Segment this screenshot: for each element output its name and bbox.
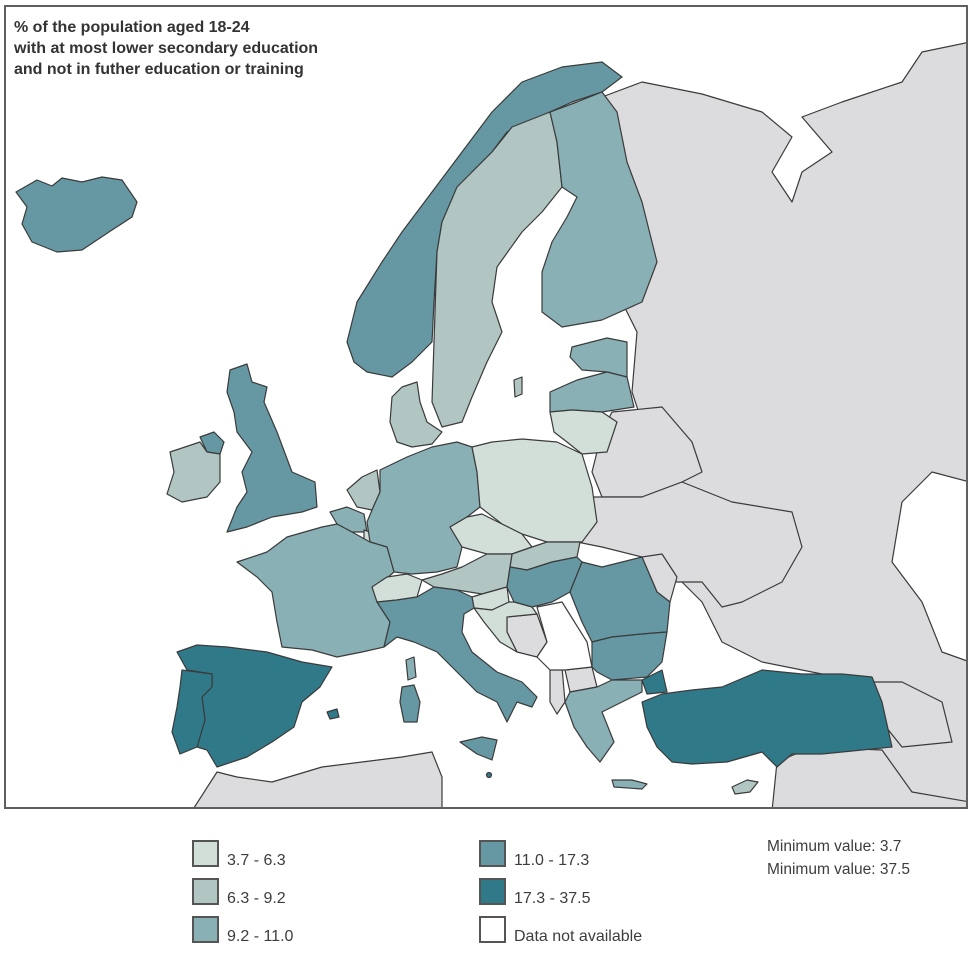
legend-label: 11.0 - 17.3: [514, 852, 590, 869]
region-france: [236, 523, 395, 658]
max-value-label: Minimum value: 37.5: [767, 861, 911, 878]
legend-swatch: [192, 878, 219, 905]
region-ireland: [166, 441, 221, 503]
region-latvia: [549, 371, 635, 413]
region-lithuania: [549, 409, 618, 455]
legend-item-17.3-37.5: 17.3 - 37.5: [479, 878, 591, 907]
legend-swatch: [479, 878, 506, 905]
map-frame: % of the population aged 18-24 with at m…: [4, 5, 968, 809]
legend-item-6.3-9.2: 6.3 - 9.2: [192, 878, 286, 907]
region-croatia: [473, 601, 538, 653]
region-russia: [601, 42, 966, 807]
region-portugal: [171, 669, 213, 755]
region-turkey-thrace: [641, 669, 668, 695]
legend-item-3.7-6.3: 3.7 - 6.3: [192, 840, 286, 869]
region-poland: [471, 438, 598, 543]
min-value-label: Minimum value: 3.7: [767, 838, 902, 855]
region-bulgaria: [591, 631, 668, 681]
region-czechia: [449, 513, 533, 555]
europe-map: [15, 42, 966, 807]
region-serbia: [536, 601, 593, 671]
legend-label: 3.7 - 6.3: [227, 852, 286, 869]
region-albania: [549, 666, 566, 715]
region-italy: [376, 586, 538, 723]
region-corsica: [405, 656, 417, 681]
region-romania: [569, 556, 671, 643]
region-germany: [366, 441, 481, 575]
region-crete: [611, 779, 648, 790]
legend-swatch: [192, 840, 219, 867]
legend-label: 6.3 - 9.2: [227, 890, 286, 907]
region-united-kingdom: [226, 363, 318, 533]
legend-swatch: [479, 916, 506, 943]
legend-swatch: [479, 840, 506, 867]
region-gotland: [513, 376, 523, 398]
legend-item-11.0-17.3: 11.0 - 17.3: [479, 840, 590, 869]
region-sardinia: [399, 684, 421, 723]
region-sweden: [431, 111, 563, 428]
legend-label: 9.2 - 11.0: [227, 928, 294, 945]
region-finland: [541, 91, 658, 328]
legend-label: 17.3 - 37.5: [514, 890, 591, 907]
legend-label: Data not available: [514, 928, 643, 945]
map-title: % of the population aged 18-24 with at m…: [14, 19, 319, 78]
region-estonia: [569, 337, 628, 378]
region-balearics: [326, 708, 340, 720]
legend-item-9.2-11.0: 9.2 - 11.0: [192, 916, 294, 945]
legend-swatch: [192, 916, 219, 943]
region-north-africa: [193, 751, 443, 807]
region-turkey: [641, 669, 893, 768]
legend-item-data-not-available: Data not available: [479, 916, 643, 945]
region-iceland: [15, 176, 138, 253]
region-greece: [564, 679, 643, 763]
region-malta: [485, 771, 493, 779]
region-ukraine: [576, 481, 803, 608]
region-cyprus: [731, 779, 759, 795]
region-sicily: [459, 736, 498, 761]
region-denmark: [389, 381, 443, 448]
